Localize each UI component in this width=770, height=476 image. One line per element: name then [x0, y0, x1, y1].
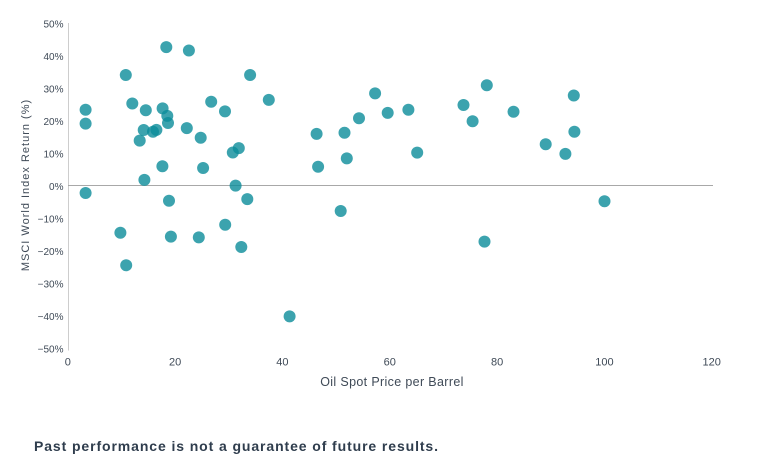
- svg-text:100: 100: [595, 357, 613, 369]
- svg-text:20%: 20%: [43, 117, 63, 128]
- svg-text:−10%: −10%: [38, 215, 64, 226]
- svg-text:10%: 10%: [43, 150, 63, 161]
- svg-text:40%: 40%: [43, 52, 63, 63]
- svg-text:20: 20: [169, 357, 181, 369]
- svg-text:0%: 0%: [49, 182, 64, 193]
- svg-text:−30%: −30%: [38, 280, 64, 291]
- svg-text:−50%: −50%: [38, 345, 64, 356]
- svg-text:MSCI World Index Return (%): MSCI World Index Return (%): [20, 99, 32, 271]
- svg-text:60: 60: [384, 357, 396, 369]
- svg-text:50%: 50%: [43, 19, 63, 30]
- svg-text:−20%: −20%: [38, 247, 64, 258]
- svg-text:120: 120: [703, 357, 721, 369]
- svg-text:−40%: −40%: [38, 312, 64, 323]
- svg-text:30%: 30%: [43, 84, 63, 95]
- svg-text:Past performance is not a guar: Past performance is not a guarantee of f…: [34, 438, 439, 454]
- svg-text:0: 0: [65, 357, 71, 369]
- svg-text:40: 40: [276, 357, 288, 369]
- svg-text:80: 80: [491, 357, 503, 369]
- svg-text:Oil Spot Price per Barrel: Oil Spot Price per Barrel: [320, 375, 464, 389]
